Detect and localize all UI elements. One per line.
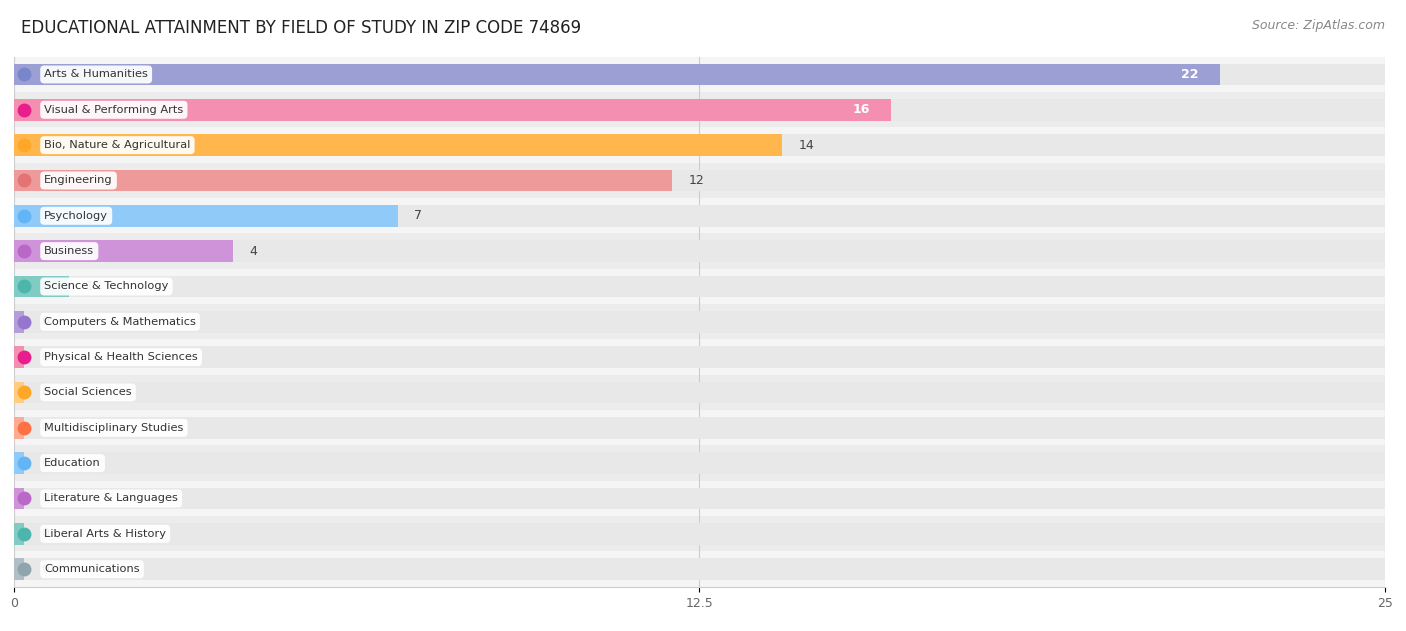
Text: Social Sciences: Social Sciences: [44, 387, 132, 398]
Text: 0: 0: [42, 316, 49, 328]
Text: 0: 0: [42, 386, 49, 399]
Bar: [14, 198, 1385, 233]
Bar: [14, 523, 24, 545]
Bar: [14, 339, 1385, 375]
Bar: [14, 134, 1385, 156]
Bar: [14, 551, 1385, 587]
Text: 4: 4: [250, 245, 257, 257]
Bar: [14, 488, 24, 509]
Text: Communications: Communications: [44, 564, 139, 574]
Text: 0: 0: [42, 492, 49, 505]
Text: Multidisciplinary Studies: Multidisciplinary Studies: [44, 423, 184, 433]
Text: 7: 7: [415, 209, 422, 222]
Bar: [14, 64, 1385, 85]
Bar: [14, 57, 1385, 92]
Text: Psychology: Psychology: [44, 211, 108, 221]
Bar: [14, 445, 1385, 481]
Bar: [14, 382, 24, 403]
Text: 12: 12: [689, 174, 704, 187]
Bar: [14, 127, 1385, 163]
Text: Physical & Health Sciences: Physical & Health Sciences: [44, 352, 198, 362]
Bar: [14, 311, 1385, 333]
Bar: [14, 170, 1385, 191]
Text: Source: ZipAtlas.com: Source: ZipAtlas.com: [1251, 19, 1385, 32]
Text: 0: 0: [42, 457, 49, 469]
Bar: [14, 269, 1385, 304]
Text: Education: Education: [44, 458, 101, 468]
Text: Engineering: Engineering: [44, 175, 112, 186]
Bar: [14, 346, 24, 368]
Bar: [14, 240, 1385, 262]
Text: Science & Technology: Science & Technology: [44, 281, 169, 292]
Text: 22: 22: [1181, 68, 1198, 81]
Bar: [14, 304, 1385, 339]
Text: 0: 0: [42, 422, 49, 434]
Bar: [14, 170, 672, 191]
Bar: [14, 92, 1385, 127]
Bar: [14, 233, 1385, 269]
Bar: [14, 99, 891, 121]
Text: 0: 0: [42, 528, 49, 540]
Bar: [14, 276, 1385, 297]
Bar: [14, 382, 1385, 403]
Text: Computers & Mathematics: Computers & Mathematics: [44, 317, 195, 327]
Bar: [14, 523, 1385, 545]
Bar: [14, 134, 782, 156]
Text: Arts & Humanities: Arts & Humanities: [44, 69, 148, 80]
Bar: [14, 276, 69, 297]
Text: Bio, Nature & Agricultural: Bio, Nature & Agricultural: [44, 140, 191, 150]
Bar: [14, 417, 1385, 439]
Bar: [14, 311, 24, 333]
Bar: [14, 481, 1385, 516]
Bar: [14, 516, 1385, 551]
Text: 16: 16: [852, 103, 869, 116]
Bar: [14, 558, 1385, 580]
Bar: [14, 99, 1385, 121]
Text: Visual & Performing Arts: Visual & Performing Arts: [44, 105, 183, 115]
Bar: [14, 346, 1385, 368]
Text: 1: 1: [86, 280, 93, 293]
Text: 0: 0: [42, 351, 49, 363]
Bar: [14, 452, 24, 474]
Bar: [14, 558, 24, 580]
Bar: [14, 205, 398, 227]
Bar: [14, 410, 1385, 445]
Text: 0: 0: [42, 563, 49, 575]
Bar: [14, 64, 1220, 85]
Bar: [14, 163, 1385, 198]
Text: Business: Business: [44, 246, 94, 256]
Text: Literature & Languages: Literature & Languages: [44, 493, 179, 504]
Text: EDUCATIONAL ATTAINMENT BY FIELD OF STUDY IN ZIP CODE 74869: EDUCATIONAL ATTAINMENT BY FIELD OF STUDY…: [21, 19, 581, 37]
Bar: [14, 375, 1385, 410]
Text: 14: 14: [799, 139, 814, 151]
Bar: [14, 205, 1385, 227]
Bar: [14, 488, 1385, 509]
Text: Liberal Arts & History: Liberal Arts & History: [44, 529, 166, 539]
Bar: [14, 240, 233, 262]
Bar: [14, 417, 24, 439]
Bar: [14, 452, 1385, 474]
